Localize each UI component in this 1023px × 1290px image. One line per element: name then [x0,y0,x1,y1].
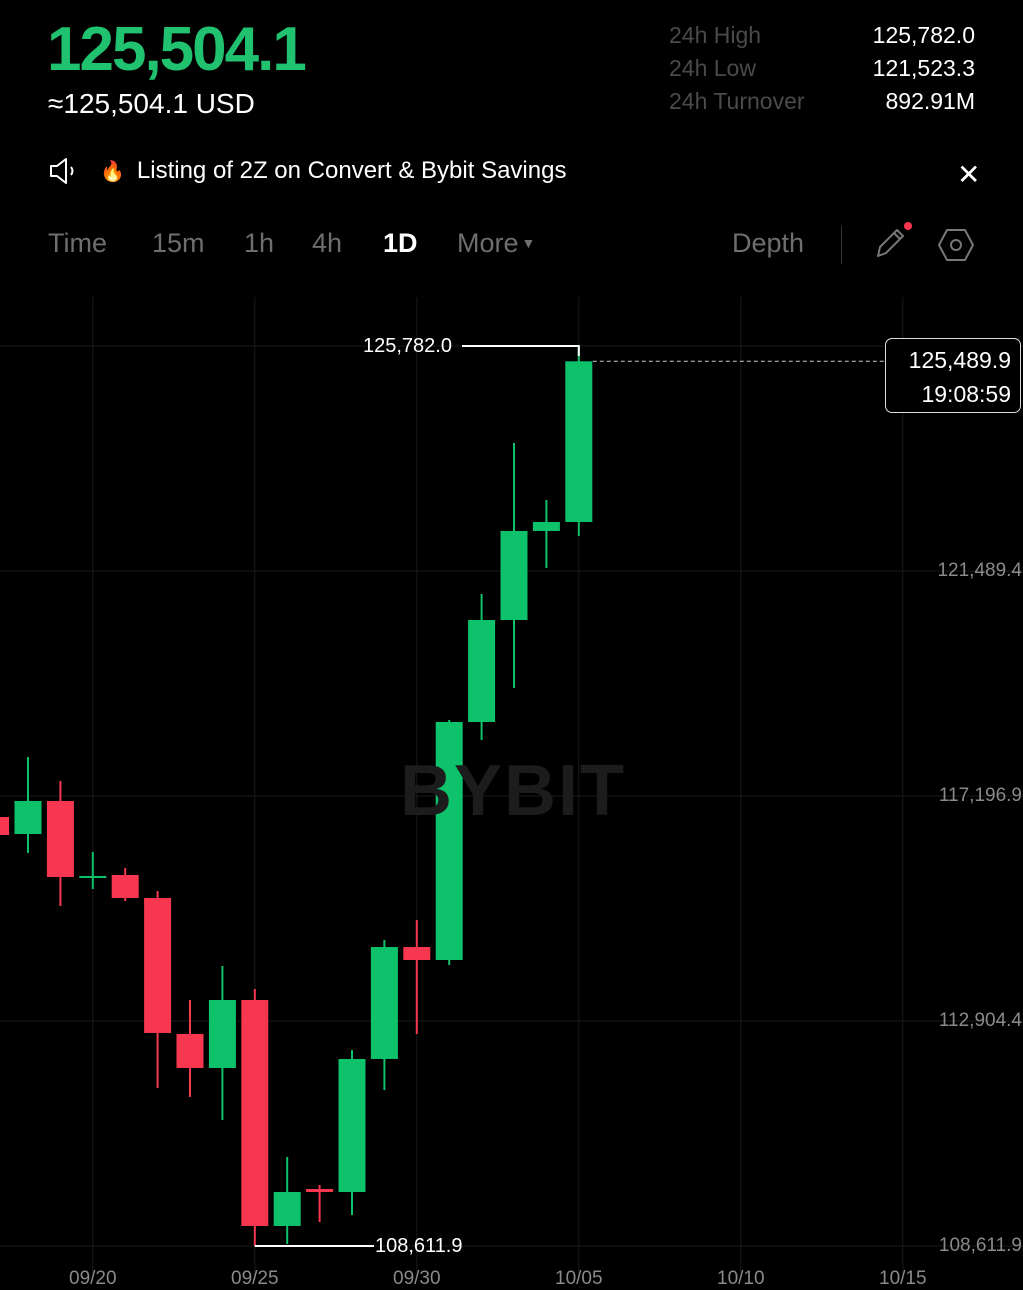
tab-more-label: More [457,228,519,258]
close-announcement-button[interactable]: ✕ [957,159,981,190]
tab-time[interactable]: Time [48,228,107,258]
x-tick-label: 09/20 [69,1268,117,1289]
caret-down-icon: ▼ [521,235,536,251]
settings-hexagon-icon[interactable] [937,226,975,264]
announcement-text[interactable]: Listing of 2Z on Convert & Bybit Savings [136,157,567,184]
candle-body [14,800,42,834]
candle-body [144,897,172,1033]
candle-body [532,522,560,531]
candle-body [565,361,593,523]
candle-body [403,947,431,961]
speaker-icon [50,158,74,184]
max-price-leader-line [462,344,580,356]
depth-button[interactable]: Depth [732,228,805,258]
candle-countdown: 19:08:59 [921,381,1011,407]
current-price: 125,489.9 [908,347,1011,373]
stat-value-high: 125,782.0 [872,22,975,48]
candle-body [370,947,398,1059]
current-price-tag[interactable]: 125,489.9 19:08:59 [885,338,1021,413]
candle-body [273,1192,301,1226]
min-price-annotation: 108,611.9 [375,1235,463,1257]
y-tick-label: 117,196.9 [938,785,1022,806]
fire-icon: 🔥 [100,160,125,183]
candle-body [0,817,10,835]
usd-price: ≈125,504.1 USD [48,88,255,119]
stat-label-high: 24h High [669,22,762,48]
candle-body [500,530,528,620]
watermark-logo: BYBIT [400,751,626,831]
tab-more[interactable]: More ▼ [457,228,535,259]
candle-body [111,874,139,898]
tab-15m[interactable]: 15m [152,228,205,258]
x-tick-label: 10/15 [879,1268,927,1289]
toolbar-divider [841,226,842,264]
candle-body [46,800,74,877]
stat-label-low: 24h Low [669,55,756,81]
y-tick-label: 108,611.9 [938,1235,1022,1256]
x-tick-label: 10/10 [717,1268,765,1289]
x-tick-label: 10/05 [555,1268,603,1289]
tab-1h[interactable]: 1h [244,228,275,258]
tab-1d[interactable]: 1D [383,228,418,258]
candle-body [468,619,496,722]
x-tick-label: 09/30 [393,1268,441,1289]
max-price-annotation: 125,782.0 [363,335,452,357]
stat-label-turnover: 24h Turnover [669,88,805,114]
candle-body [435,721,463,961]
last-price: 125,504.1 [47,15,307,84]
x-tick-label: 09/25 [231,1268,279,1289]
announcement-banner[interactable]: 🔥 Listing of 2Z on Convert & Bybit Savin… [48,152,566,190]
candle-body [306,1189,334,1193]
notification-dot [904,222,912,230]
candle-body [208,1000,236,1068]
tab-4h[interactable]: 4h [312,228,343,258]
stat-value-low: 121,523.3 [872,55,975,81]
candle-body [338,1058,366,1193]
y-tick-label: 121,489.4 [937,560,1022,581]
candle-body [176,1033,204,1068]
stat-value-turnover: 892.91M [885,88,975,114]
candle-body [241,1000,269,1226]
pencil-icon[interactable] [872,220,914,262]
candle-body [79,875,107,878]
y-tick-label: 112,904.4 [938,1010,1022,1031]
